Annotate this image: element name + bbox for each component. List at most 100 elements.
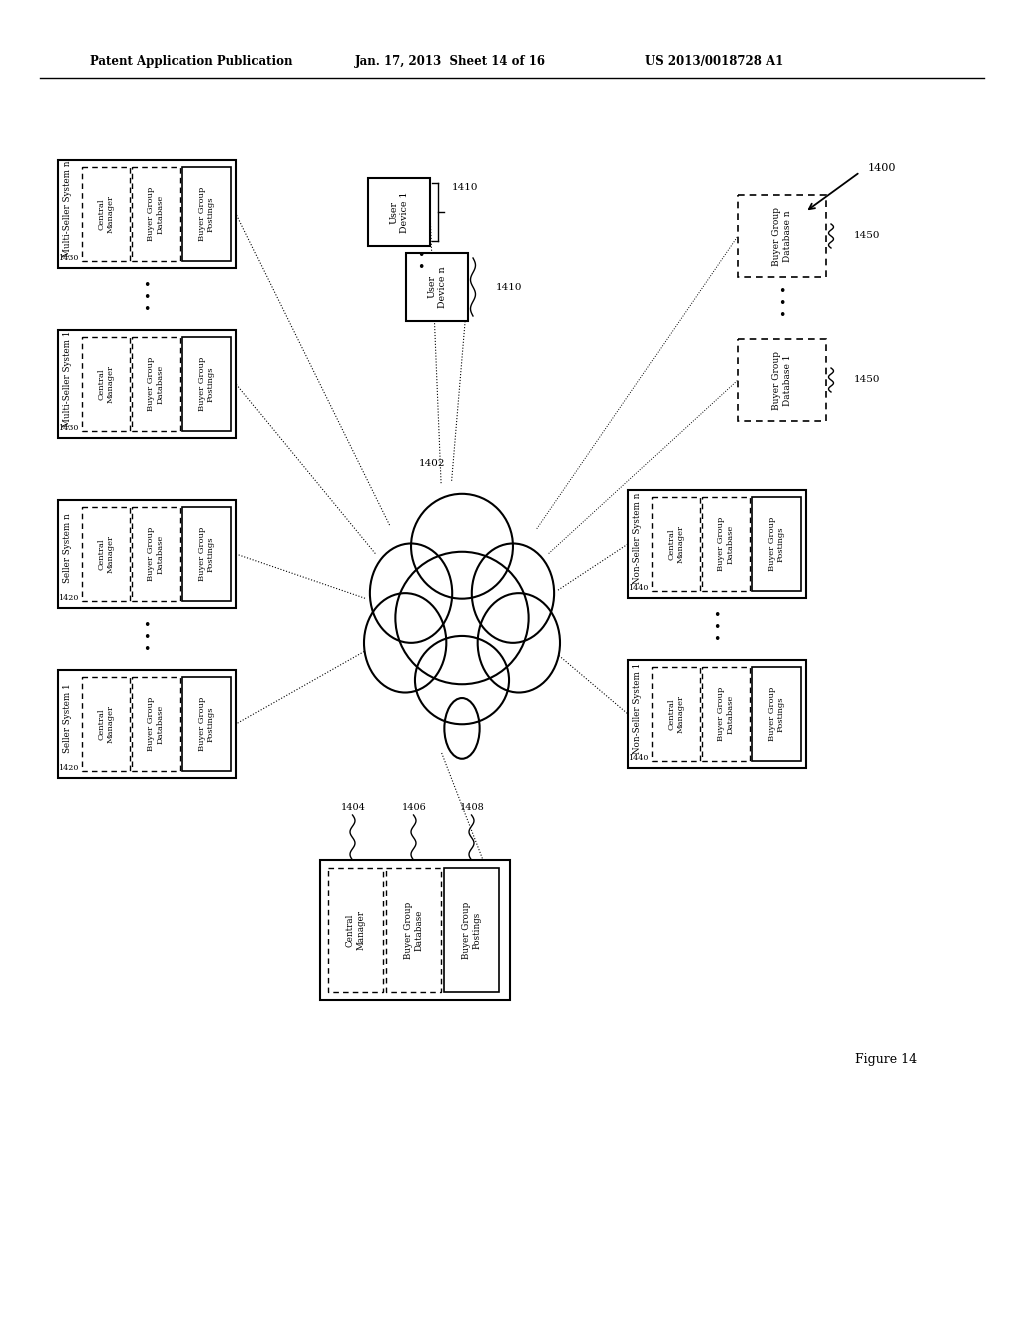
Bar bbox=[182, 337, 230, 432]
Bar bbox=[132, 168, 180, 261]
Bar bbox=[319, 861, 510, 1001]
Bar bbox=[58, 160, 236, 268]
Text: 1406: 1406 bbox=[401, 804, 426, 813]
Bar bbox=[182, 507, 230, 601]
Text: Buyer Group
Database: Buyer Group Database bbox=[718, 686, 734, 741]
Bar bbox=[82, 168, 130, 261]
Text: Seller System 1: Seller System 1 bbox=[63, 684, 73, 754]
Text: •: • bbox=[778, 297, 785, 310]
Bar bbox=[386, 869, 441, 993]
Bar bbox=[651, 667, 699, 762]
Text: •: • bbox=[778, 285, 785, 298]
Bar bbox=[444, 869, 499, 993]
Text: Jan. 17, 2013  Sheet 14 of 16: Jan. 17, 2013 Sheet 14 of 16 bbox=[355, 55, 546, 69]
Text: Seller System n: Seller System n bbox=[63, 513, 73, 583]
Bar bbox=[651, 498, 699, 591]
Text: Buyer Group
Postings: Buyer Group Postings bbox=[462, 902, 481, 958]
Bar bbox=[132, 168, 180, 261]
Bar bbox=[328, 869, 383, 993]
Text: Central
Manager: Central Manager bbox=[97, 535, 115, 573]
Text: 1400: 1400 bbox=[868, 162, 896, 173]
Text: •: • bbox=[418, 249, 425, 263]
Text: 1440: 1440 bbox=[628, 754, 648, 762]
Bar bbox=[701, 667, 751, 762]
Text: 1420: 1420 bbox=[57, 764, 78, 772]
Text: Central
Manager: Central Manager bbox=[97, 366, 115, 403]
Text: Central
Manager: Central Manager bbox=[97, 705, 115, 743]
Bar bbox=[444, 869, 499, 993]
Ellipse shape bbox=[477, 593, 560, 693]
Text: Buyer Group
Postings: Buyer Group Postings bbox=[198, 527, 215, 581]
Bar bbox=[132, 337, 180, 432]
Text: Figure 14: Figure 14 bbox=[855, 1053, 918, 1067]
Bar bbox=[738, 339, 826, 421]
Text: Buyer Group
Postings: Buyer Group Postings bbox=[198, 697, 215, 751]
Bar bbox=[368, 178, 430, 246]
Text: 1450: 1450 bbox=[854, 231, 881, 240]
Bar bbox=[738, 339, 826, 421]
Text: •: • bbox=[778, 309, 785, 322]
Text: US 2013/0018728 A1: US 2013/0018728 A1 bbox=[645, 55, 783, 69]
Bar bbox=[628, 490, 806, 598]
Text: Non-Seller System 1: Non-Seller System 1 bbox=[634, 663, 642, 754]
Text: Buyer Group
Database 1: Buyer Group Database 1 bbox=[772, 351, 792, 409]
Bar bbox=[58, 671, 236, 777]
Text: Buyer Group
Database: Buyer Group Database bbox=[147, 697, 165, 751]
Bar bbox=[82, 168, 130, 261]
Text: Multi-Seller System 1: Multi-Seller System 1 bbox=[63, 330, 73, 426]
Text: 1410: 1410 bbox=[496, 282, 522, 292]
Text: 1404: 1404 bbox=[341, 804, 366, 813]
Text: Buyer Group
Database: Buyer Group Database bbox=[403, 902, 423, 958]
Text: Patent Application Publication: Patent Application Publication bbox=[90, 55, 293, 69]
Bar bbox=[628, 490, 806, 598]
Text: •: • bbox=[143, 304, 151, 317]
Bar bbox=[386, 869, 441, 993]
Text: 1430: 1430 bbox=[57, 424, 78, 432]
Ellipse shape bbox=[370, 544, 453, 643]
Bar bbox=[82, 337, 130, 432]
Text: User
Device 1: User Device 1 bbox=[389, 191, 409, 232]
Bar bbox=[82, 507, 130, 601]
Text: •: • bbox=[714, 622, 721, 635]
Text: Buyer Group
Database n: Buyer Group Database n bbox=[772, 206, 792, 265]
Text: Buyer Group
Database: Buyer Group Database bbox=[147, 187, 165, 242]
Text: Central
Manager: Central Manager bbox=[97, 195, 115, 234]
Bar bbox=[701, 498, 751, 591]
Bar bbox=[319, 861, 510, 1001]
Bar bbox=[406, 253, 468, 321]
Bar bbox=[406, 253, 468, 321]
Bar bbox=[738, 195, 826, 277]
Text: •: • bbox=[714, 634, 721, 647]
Bar bbox=[628, 660, 806, 768]
Bar bbox=[182, 337, 230, 432]
Ellipse shape bbox=[444, 698, 479, 759]
Text: 1408: 1408 bbox=[460, 804, 484, 813]
Text: •: • bbox=[143, 631, 151, 644]
Text: Buyer Group
Postings: Buyer Group Postings bbox=[198, 356, 215, 411]
Bar bbox=[182, 507, 230, 601]
Bar bbox=[753, 498, 801, 591]
Bar bbox=[182, 168, 230, 261]
Bar bbox=[58, 160, 236, 268]
Bar bbox=[368, 178, 430, 246]
Ellipse shape bbox=[415, 636, 509, 725]
Text: Buyer Group
Postings: Buyer Group Postings bbox=[768, 686, 785, 741]
Text: 1440: 1440 bbox=[628, 583, 648, 591]
Text: •: • bbox=[143, 280, 151, 293]
Bar bbox=[651, 667, 699, 762]
Bar bbox=[753, 498, 801, 591]
Bar bbox=[182, 677, 230, 771]
Bar bbox=[132, 677, 180, 771]
Text: Non-Seller System n: Non-Seller System n bbox=[634, 492, 642, 585]
Text: •: • bbox=[143, 292, 151, 305]
Ellipse shape bbox=[472, 544, 554, 643]
Bar bbox=[82, 677, 130, 771]
Bar bbox=[182, 677, 230, 771]
Bar bbox=[58, 500, 236, 609]
Text: Buyer Group
Database: Buyer Group Database bbox=[147, 356, 165, 411]
Text: Buyer Group
Postings: Buyer Group Postings bbox=[768, 517, 785, 572]
Text: User
Device n: User Device n bbox=[427, 267, 446, 308]
Bar bbox=[753, 667, 801, 762]
Text: 1430: 1430 bbox=[57, 253, 78, 261]
Bar bbox=[132, 337, 180, 432]
